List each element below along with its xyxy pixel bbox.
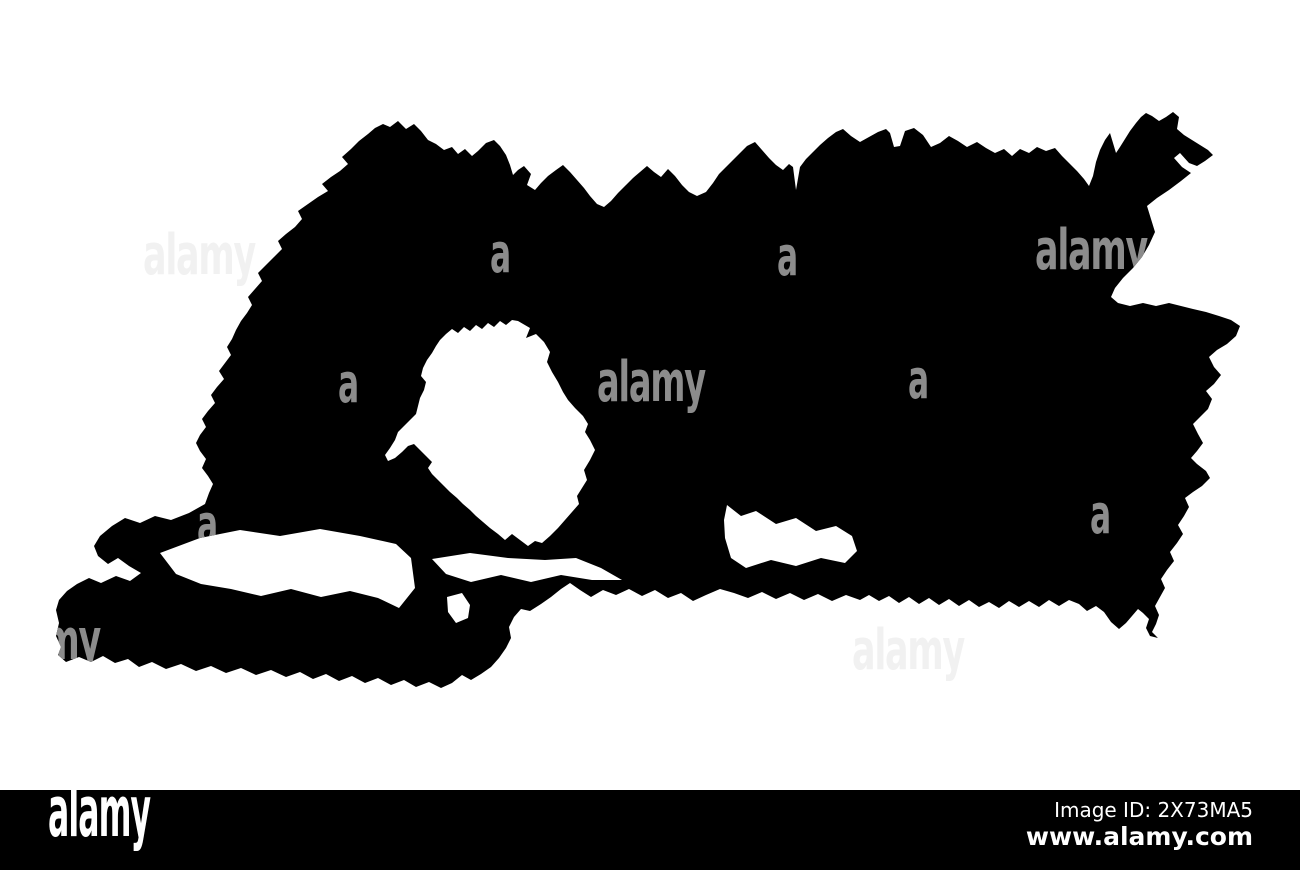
alamy-logo: alamy (48, 771, 151, 853)
website-label: www.alamy.com (1025, 822, 1253, 851)
footer-bar (0, 790, 1300, 870)
watermark-letter: a (908, 348, 928, 411)
watermark-letter: a (197, 493, 217, 556)
watermark-word-faint: alamy (852, 618, 965, 683)
watermark-word: alamy (597, 350, 706, 415)
watermark-word: alamy (1035, 218, 1148, 283)
watermark-word: alamy (0, 608, 101, 673)
watermark-letter: a (338, 352, 358, 415)
watermark-letter: a (1090, 483, 1110, 546)
image-id-label: Image ID: 2X73MA5 (1054, 798, 1253, 822)
watermark-letter: a (490, 222, 510, 285)
watermark-word-faint: alamy (143, 223, 256, 288)
map-silhouette (56, 112, 1240, 688)
watermark-letter: a (777, 225, 797, 288)
